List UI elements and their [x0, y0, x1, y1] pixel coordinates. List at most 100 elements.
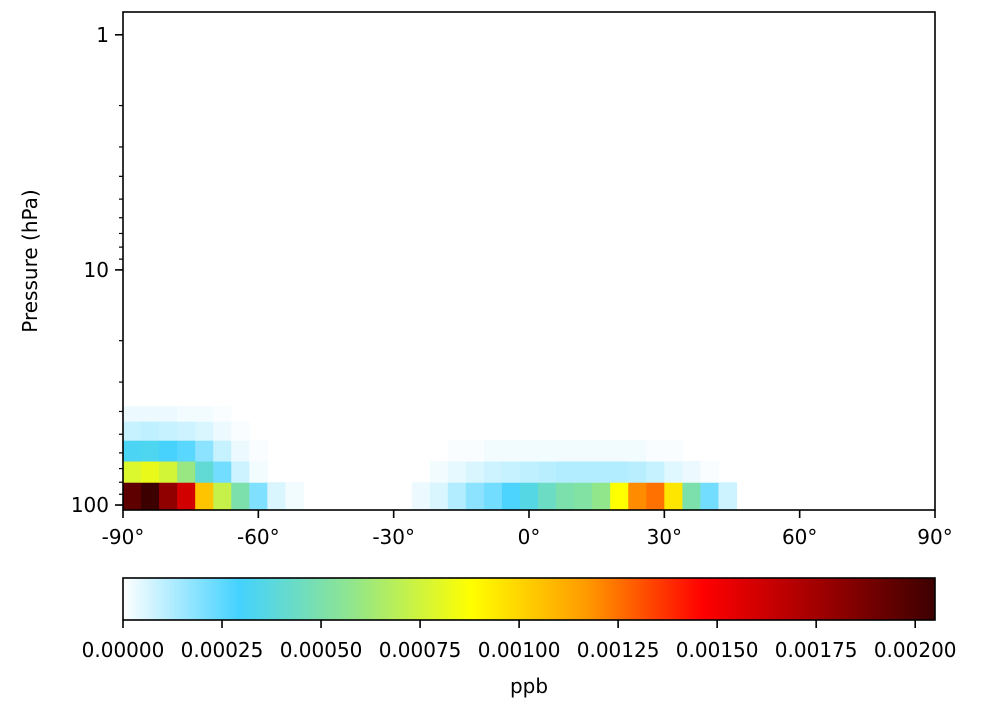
x-axis: -90° -60° -30° 0° 30° 60° 90° [102, 510, 953, 549]
heatmap-cells [123, 406, 738, 511]
colorbar-tick-label: 0.00025 [181, 638, 264, 662]
heatmap-cell [231, 461, 250, 483]
heatmap-cell [213, 421, 232, 441]
colorbar-tick-label: 0.00125 [577, 638, 660, 662]
heatmap-cell [231, 440, 250, 462]
heatmap-cell [159, 406, 178, 422]
heatmap-cell [519, 461, 539, 483]
heatmap-cell [267, 482, 286, 511]
colorbar-tick-label: 0.00200 [874, 638, 957, 662]
plot-background [123, 12, 935, 510]
heatmap-cell [159, 482, 178, 511]
heatmap-cell [628, 461, 647, 483]
colorbar-tick-label: 0.00000 [82, 638, 165, 662]
x-tick-label: -60° [237, 525, 280, 549]
heatmap-cell [123, 482, 142, 511]
heatmap-cell [195, 440, 214, 462]
heatmap-cell [429, 482, 449, 511]
heatmap-cell [718, 482, 738, 511]
heatmap-cell [447, 482, 467, 511]
heatmap-cell [213, 482, 232, 511]
heatmap-cell [501, 440, 521, 462]
colorbar-tick-label: 0.00050 [280, 638, 363, 662]
heatmap-cell [664, 461, 683, 483]
heatmap-cell [195, 461, 214, 483]
heatmap-cell [195, 421, 214, 441]
x-tick-label: -30° [372, 525, 415, 549]
heatmap-cell [646, 461, 665, 483]
heatmap-cell [231, 482, 250, 511]
heatmap-cell [592, 482, 611, 511]
heatmap-cell [483, 482, 503, 511]
heatmap-cell [465, 440, 485, 462]
heatmap-cell [700, 461, 719, 483]
heatmap-cell [249, 440, 268, 462]
colorbar-tick-label: 0.00075 [379, 638, 462, 662]
heatmap-cell [465, 482, 485, 511]
heatmap-cell [519, 482, 539, 511]
heatmap-cell [123, 461, 142, 483]
heatmap-cell [610, 482, 629, 511]
heatmap-cell [141, 461, 160, 483]
heatmap-cell [700, 482, 719, 511]
y-tick-label: 1 [96, 23, 109, 47]
colorbar-frame [122, 577, 936, 621]
heatmap-cell [628, 482, 647, 511]
heatmap-cell [123, 406, 142, 422]
x-tick-label: 0° [518, 525, 541, 549]
colorbar-tick-label: 0.00100 [478, 638, 561, 662]
heatmap-cell [141, 440, 160, 462]
x-tick-label: 60° [782, 525, 817, 549]
heatmap-cell [574, 440, 593, 462]
heatmap-cell [682, 461, 701, 483]
heatmap-cell [574, 482, 593, 511]
heatmap-cell [538, 482, 557, 511]
heatmap-cell [411, 482, 431, 511]
heatmap-cell [159, 421, 178, 441]
heatmap-cell [519, 440, 539, 462]
heatmap-cell [610, 440, 629, 462]
x-tick-label: 30° [647, 525, 682, 549]
heatmap-cell [141, 482, 160, 511]
heatmap-cell [177, 440, 196, 462]
heatmap-cell [231, 421, 250, 441]
heatmap-cell [592, 440, 611, 462]
heatmap-cell [213, 406, 232, 422]
heatmap-cell [159, 440, 178, 462]
heatmap-cell [664, 482, 683, 511]
heatmap-cell [628, 440, 647, 462]
heatmap-cell [538, 461, 557, 483]
y-axis: 1 10 100 [71, 23, 123, 517]
x-tick-label: -90° [102, 525, 145, 549]
y-tick-label: 10 [84, 258, 109, 282]
heatmap-cell [141, 421, 160, 441]
heatmap-cell [123, 421, 142, 441]
heatmap-cell [465, 461, 485, 483]
heatmap-cell [141, 406, 160, 422]
colorbar-label: ppb [510, 674, 548, 698]
heatmap-cell [249, 461, 268, 483]
heatmap-cell [447, 440, 467, 462]
heatmap-cell [195, 482, 214, 511]
heatmap-plot-area [122, 11, 936, 511]
colorbar: 0.00000 0.00025 0.00050 0.00075 0.00100 0.001… [82, 577, 957, 698]
heatmap-cell [447, 461, 467, 483]
heatmap-cell [646, 482, 665, 511]
heatmap-cell [429, 461, 449, 483]
heatmap-cell [177, 406, 196, 422]
heatmap-cell [556, 440, 575, 462]
heatmap-cell [249, 482, 268, 511]
x-tick-label: 90° [917, 525, 952, 549]
heatmap-cell [177, 421, 196, 441]
heatmap-cell [213, 440, 232, 462]
colorbar-ticks: 0.00000 0.00025 0.00050 0.00075 0.00100 0.001… [82, 620, 957, 662]
heatmap-cell [646, 440, 665, 462]
heatmap-cell [574, 461, 593, 483]
heatmap-cell [213, 461, 232, 483]
heatmap-cell [483, 440, 503, 462]
colorbar-gradient [123, 578, 935, 620]
heatmap-cell [159, 461, 178, 483]
y-tick-label: 100 [71, 493, 109, 517]
heatmap-cell [610, 461, 629, 483]
